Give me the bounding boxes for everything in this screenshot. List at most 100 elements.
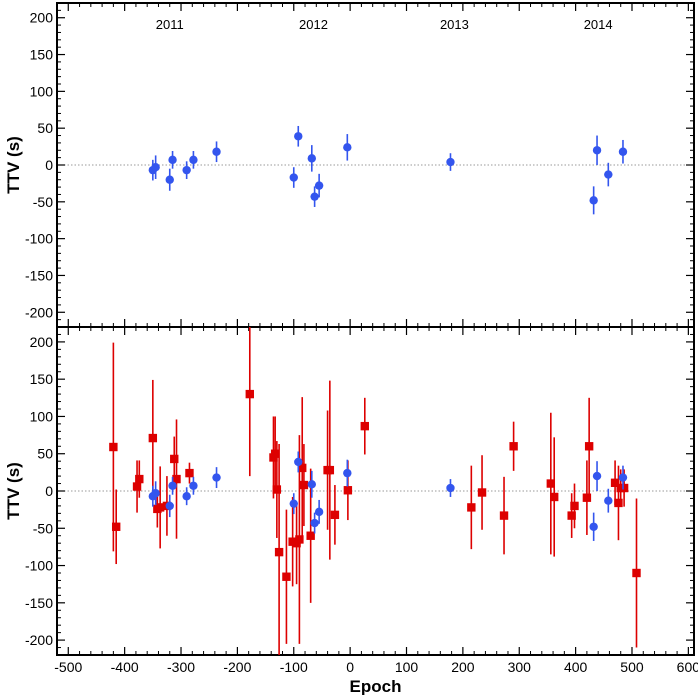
- bottom-panel-ytick-label: 0: [45, 483, 53, 499]
- bottom-panel-red-point: [172, 474, 181, 484]
- bottom-panel-ytick-label: -200: [25, 632, 53, 648]
- bottom-panel-blue-point: [168, 481, 177, 490]
- top-panel-ylabel: TTV (s): [4, 136, 23, 194]
- bottom-panel-blue-point: [182, 492, 191, 501]
- bottom-panel-red-point: [614, 498, 623, 508]
- bottom-panel-ytick-label: -150: [25, 595, 53, 611]
- top-panel-blue-point: [294, 132, 303, 141]
- bottom-panel-ylabel: TTV (s): [4, 462, 23, 520]
- top-panel-blue-point: [618, 147, 628, 156]
- bottom-panel-xtick-label: 200: [451, 659, 475, 675]
- top-panel-blue-point: [310, 192, 319, 201]
- bottom-panel-red-point: [632, 568, 641, 578]
- year-label-2011: 2011: [156, 17, 184, 32]
- bottom-panel-ytick-label: 200: [30, 334, 54, 350]
- top-panel-ytick-label: 50: [37, 120, 53, 136]
- bottom-panel-red-point: [499, 511, 509, 520]
- bottom-panel-xtick-label: 400: [564, 659, 588, 675]
- bottom-panel-blue-point: [589, 522, 598, 531]
- top-panel-blue-point: [165, 175, 174, 184]
- top-panel-blue-point: [307, 154, 316, 163]
- bottom-panel-xtick-label: 500: [620, 659, 644, 675]
- bottom-panel-blue-point: [307, 480, 316, 489]
- bottom-panel-red-point: [132, 482, 142, 491]
- top-panel-blue-point: [314, 181, 324, 190]
- bottom-panel-red-point: [570, 501, 579, 511]
- bottom-panel-red-point: [467, 503, 476, 512]
- bottom-panel-red-point: [135, 474, 144, 484]
- bottom-panel-blue-point: [314, 507, 324, 517]
- bottom-panel-xtick-label: -500: [54, 659, 82, 675]
- bottom-panel-blue-point: [618, 473, 628, 482]
- top-panel-blue-point: [446, 157, 455, 167]
- top-panel-ytick-label: -200: [25, 304, 53, 320]
- top-panel-ytick-label: -100: [25, 231, 53, 247]
- bottom-panel-red-point: [610, 478, 620, 487]
- bottom-panel-red-point: [549, 492, 559, 502]
- bottom-panel-blue-point: [212, 473, 221, 482]
- bottom-panel-xtick-label: 0: [346, 659, 354, 675]
- bottom-panel-red-point: [584, 442, 594, 451]
- bottom-panel-blue-point: [189, 481, 198, 490]
- bottom-panel-red-point: [306, 531, 315, 540]
- bottom-panel-red-point: [299, 480, 309, 490]
- bottom-panel-blue-point: [165, 501, 174, 511]
- bottom-panel-red-point: [509, 442, 518, 451]
- bottom-panel-red-point: [282, 572, 291, 581]
- bottom-panel-red-point: [619, 483, 629, 493]
- year-label-2014: 2014: [584, 17, 613, 32]
- bottom-panel-ytick-label: 150: [30, 371, 54, 387]
- bottom-panel-blue-point: [446, 483, 455, 493]
- bottom-panel-red-point: [245, 389, 254, 399]
- bottom-panel-red-point: [274, 547, 284, 557]
- top-panel-ytick-label: 100: [30, 83, 54, 99]
- bottom-panel-xtick-label: 600: [677, 659, 698, 675]
- bottom-panel-blue-point: [343, 468, 352, 478]
- bottom-panel-red-point: [360, 421, 369, 431]
- bottom-panel-ytick-label: 100: [30, 408, 54, 424]
- bottom-panel-xtick-label: 300: [508, 659, 532, 675]
- bottom-panel-red-point: [148, 433, 158, 443]
- year-label-2013: 2013: [440, 17, 469, 32]
- bottom-panel-red-point: [170, 454, 179, 464]
- bottom-panel-red-point: [295, 535, 304, 544]
- bottom-panel-xtick-label: -400: [111, 659, 139, 675]
- top-panel-blue-point: [168, 155, 177, 165]
- bottom-panel-xtick-label: -200: [223, 659, 251, 675]
- top-panel-ytick-label: 150: [30, 47, 54, 63]
- top-panel-blue-point: [189, 155, 198, 165]
- top-panel-blue-point: [604, 170, 613, 179]
- bottom-panel-xtick-label: -300: [167, 659, 195, 675]
- bottom-panel-xlabel: Epoch: [350, 677, 402, 695]
- bottom-panel-ytick-label: -100: [25, 558, 53, 574]
- bottom-panel-red-point: [343, 486, 353, 495]
- top-panel-blue-point: [182, 165, 191, 175]
- bottom-panel-red-point: [272, 485, 282, 494]
- bottom-panel-red-point: [270, 449, 280, 458]
- bottom-panel-red-point: [325, 465, 335, 475]
- bottom-panel-blue-point: [310, 518, 319, 528]
- bottom-panel-blue-point: [604, 496, 613, 505]
- top-panel-blue-point: [343, 143, 352, 152]
- bottom-panel-red-point: [155, 503, 165, 512]
- bottom-panel-blue-point: [294, 457, 303, 467]
- bottom-panel-ytick-label: -50: [33, 520, 53, 536]
- top-panel-blue-point: [589, 196, 598, 205]
- bottom-panel-red-point: [185, 468, 194, 478]
- top-panel-ytick-label: -50: [33, 194, 53, 210]
- bottom-panel-ytick-label: 50: [37, 446, 53, 462]
- bottom-panel-red-point: [567, 511, 576, 520]
- top-panel-blue-point: [289, 173, 298, 182]
- bottom-panel-blue-point: [289, 499, 298, 508]
- bottom-panel-red-point: [330, 510, 340, 520]
- bottom-panel-red-point: [477, 488, 487, 497]
- bottom-panel-blue-point: [592, 471, 602, 481]
- bottom-panel-xtick-label: -100: [280, 659, 308, 675]
- bottom-panel-red-point: [298, 463, 307, 473]
- top-panel-ytick-label: 0: [45, 157, 53, 173]
- bottom-panel-xtick-label: 100: [395, 659, 419, 675]
- bottom-panel-red-point: [582, 493, 592, 502]
- top-panel-ytick-label: 200: [30, 10, 54, 26]
- top-panel-blue-point: [212, 147, 221, 156]
